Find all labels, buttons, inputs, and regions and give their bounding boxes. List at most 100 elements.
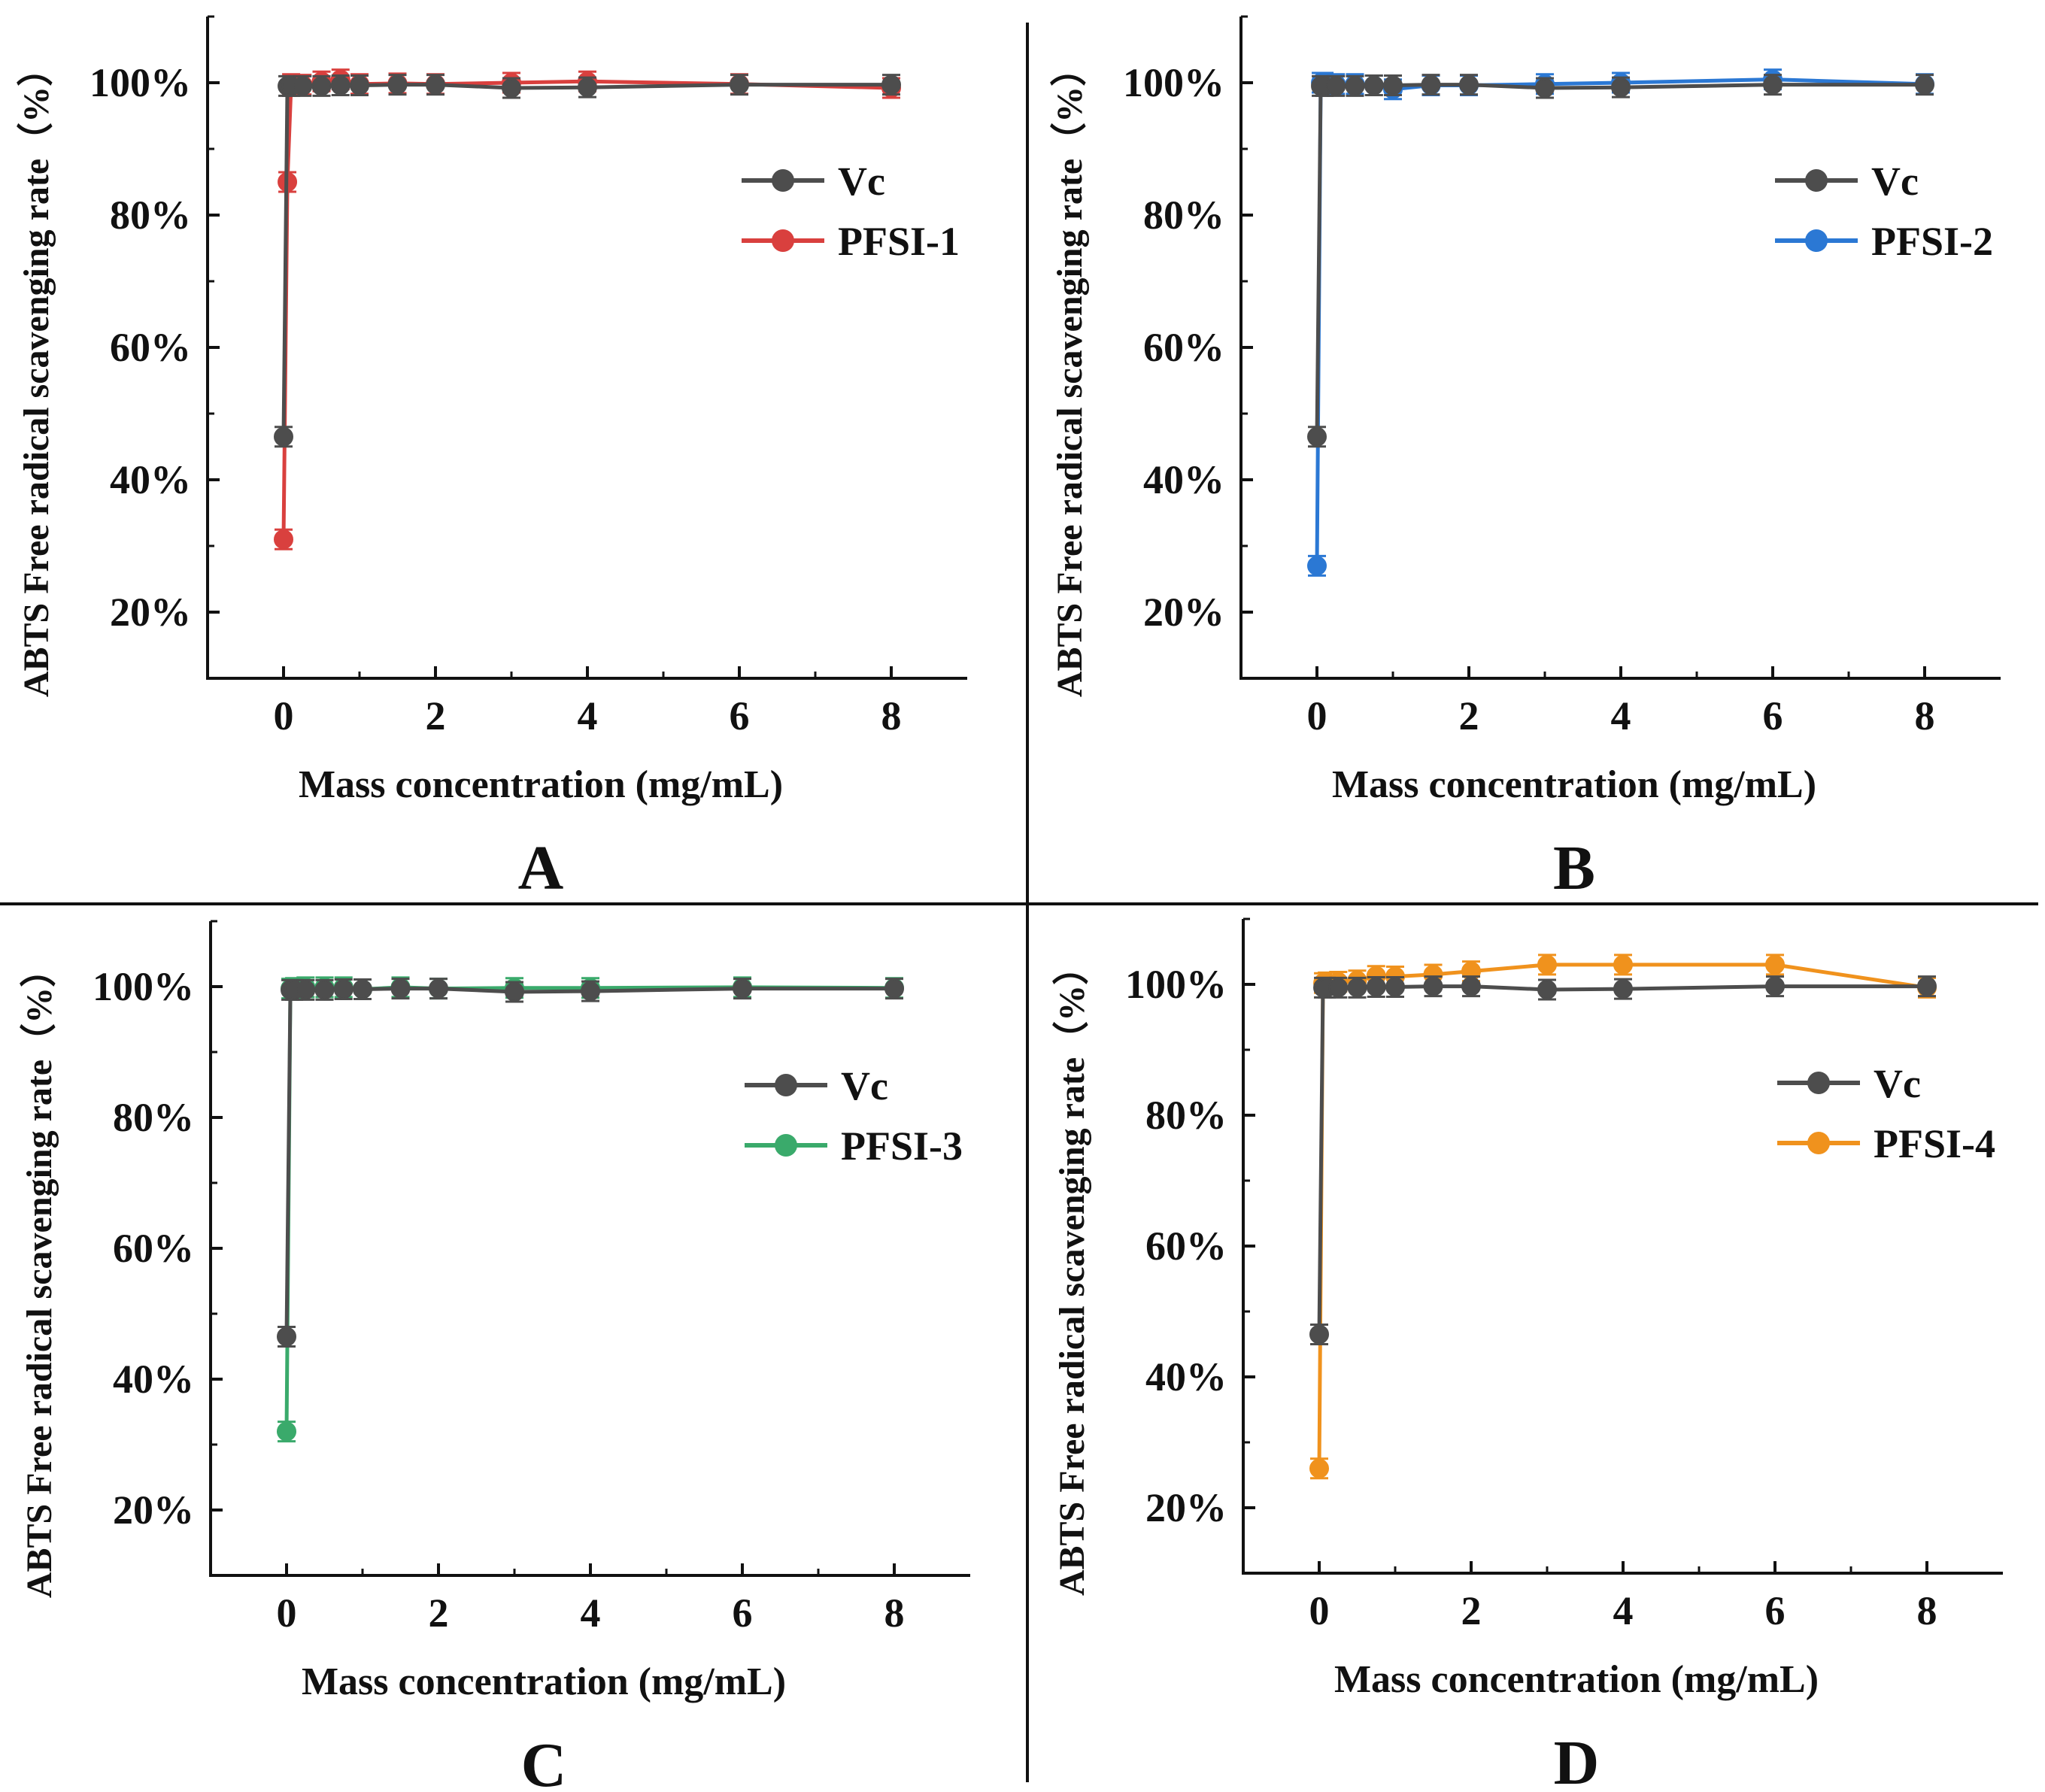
legend-swatch-marker [772,229,794,252]
chart-panel-c: 0 2 4 6 8 20% 40% 60% 80% 100% Mass concentration … [20,920,970,1792]
data-point [1345,76,1365,96]
x-tick-label: 8 [1917,1588,1937,1633]
data-point [429,978,448,999]
y-tick-label: 80% [1143,193,1224,238]
x-tick-label: 8 [1915,693,1935,738]
y-tick-label: 100% [93,964,194,1009]
y-tick-label: 40% [110,457,191,502]
legend-swatch-marker [772,169,794,192]
y-tick-label: 80% [113,1095,194,1140]
y-axis-title: ABTS Free radical scavenging rate（%） [20,951,59,1598]
data-point [314,980,335,1000]
y-tick-label: 40% [1145,1354,1227,1399]
x-tick-label: 2 [1461,1588,1482,1633]
y-tick-label: 40% [1143,457,1224,502]
x-tick-label: 2 [1459,693,1479,738]
y-tick-label: 20% [1143,590,1224,635]
panel-label: D [1554,1728,1600,1792]
data-point [353,979,372,999]
legend-label: PFSI-1 [838,219,960,264]
x-tick-label: 6 [733,1590,753,1636]
data-point [426,74,445,95]
series-line-vc [281,83,891,437]
y-tick-label: 60% [1145,1223,1227,1269]
data-point [390,978,411,999]
x-tick-label: 4 [578,693,598,738]
data-point [1537,979,1557,999]
y-tick-label: 60% [110,325,191,370]
data-point [1917,976,1937,996]
data-point [1765,976,1785,996]
x-tick-label: 4 [581,1590,601,1636]
x-tick-label: 0 [1309,1588,1330,1633]
data-point [881,74,901,95]
data-point [1915,74,1934,95]
legend-swatch-marker [775,1134,797,1157]
y-tick-label: 100% [1123,60,1224,105]
y-axis-title: ABTS Free radical scavenging rate（%） [1050,50,1090,697]
series-line-pfsi-1 [281,77,892,540]
data-point [578,77,597,98]
legend-label: Vc [841,1063,888,1108]
x-tick-label: 6 [1763,693,1783,738]
chart-panel-d: 0 2 4 6 8 20% 40% 60% 80% 100% Mass concentration … [1052,917,2003,1792]
x-tick-label: 8 [881,693,902,738]
data-point [1383,75,1403,96]
data-point [1763,74,1783,95]
y-tick-label: 60% [113,1226,194,1271]
x-tick-label: 0 [274,693,294,738]
data-point [277,1421,296,1442]
data-point [350,75,369,96]
legend-swatch-marker [1807,1072,1830,1094]
x-axis-title: Mass concentration (mg/mL) [1332,763,1816,806]
legend-label: PFSI-3 [841,1123,963,1169]
x-tick-label: 2 [426,693,446,738]
data-point [387,74,408,95]
chart-panel-a: 0 2 4 6 8 20% 40% 60% 80% 100% Mass concentration … [17,15,967,903]
data-point [1326,76,1346,96]
data-point [1364,75,1384,96]
x-axis-title: Mass concentration (mg/mL) [299,763,783,806]
data-point [733,978,752,999]
data-point [1537,954,1557,975]
panel-label: A [518,833,564,903]
data-point [505,981,524,1002]
data-point [1423,976,1443,996]
data-point [277,1327,296,1347]
x-tick-label: 0 [277,1590,297,1636]
data-point [333,979,353,999]
x-tick-label: 2 [429,1590,449,1636]
y-tick-label: 60% [1143,325,1224,370]
data-point [1385,977,1405,997]
data-point [311,76,332,96]
data-point [1307,556,1327,576]
x-tick-label: 6 [730,693,750,738]
data-point [1366,977,1386,997]
x-tick-label: 4 [1611,693,1631,738]
data-point [1309,1324,1329,1345]
legend-label: Vc [1874,1061,1921,1106]
x-axis-title: Mass concentration (mg/mL) [1334,1658,1819,1701]
y-tick-label: 20% [1145,1485,1227,1530]
y-tick-label: 80% [1145,1093,1227,1138]
data-point [502,78,521,99]
y-tick-label: 100% [1125,962,1227,1007]
x-axis-title: Mass concentration (mg/mL) [302,1660,786,1703]
series-line-vc [284,987,894,1337]
legend-swatch-marker [1805,229,1828,252]
chart-panel-b: 0 2 4 6 8 20% 40% 60% 80% 100% Mass concentration … [1050,15,2001,903]
x-tick-label: 4 [1613,1588,1634,1633]
data-point [1309,1458,1329,1478]
legend-label: PFSI-2 [1871,219,1993,264]
data-point [1421,74,1441,95]
x-tick-label: 0 [1307,693,1327,738]
legend-swatch-marker [1807,1132,1830,1154]
y-tick-label: 100% [90,60,191,105]
series-line-vc [1317,984,1927,1335]
data-point [1347,978,1367,998]
data-point [274,426,293,447]
x-tick-label: 6 [1765,1588,1786,1633]
y-tick-label: 40% [113,1357,194,1402]
series-line-pfsi-4 [1317,963,1928,1469]
